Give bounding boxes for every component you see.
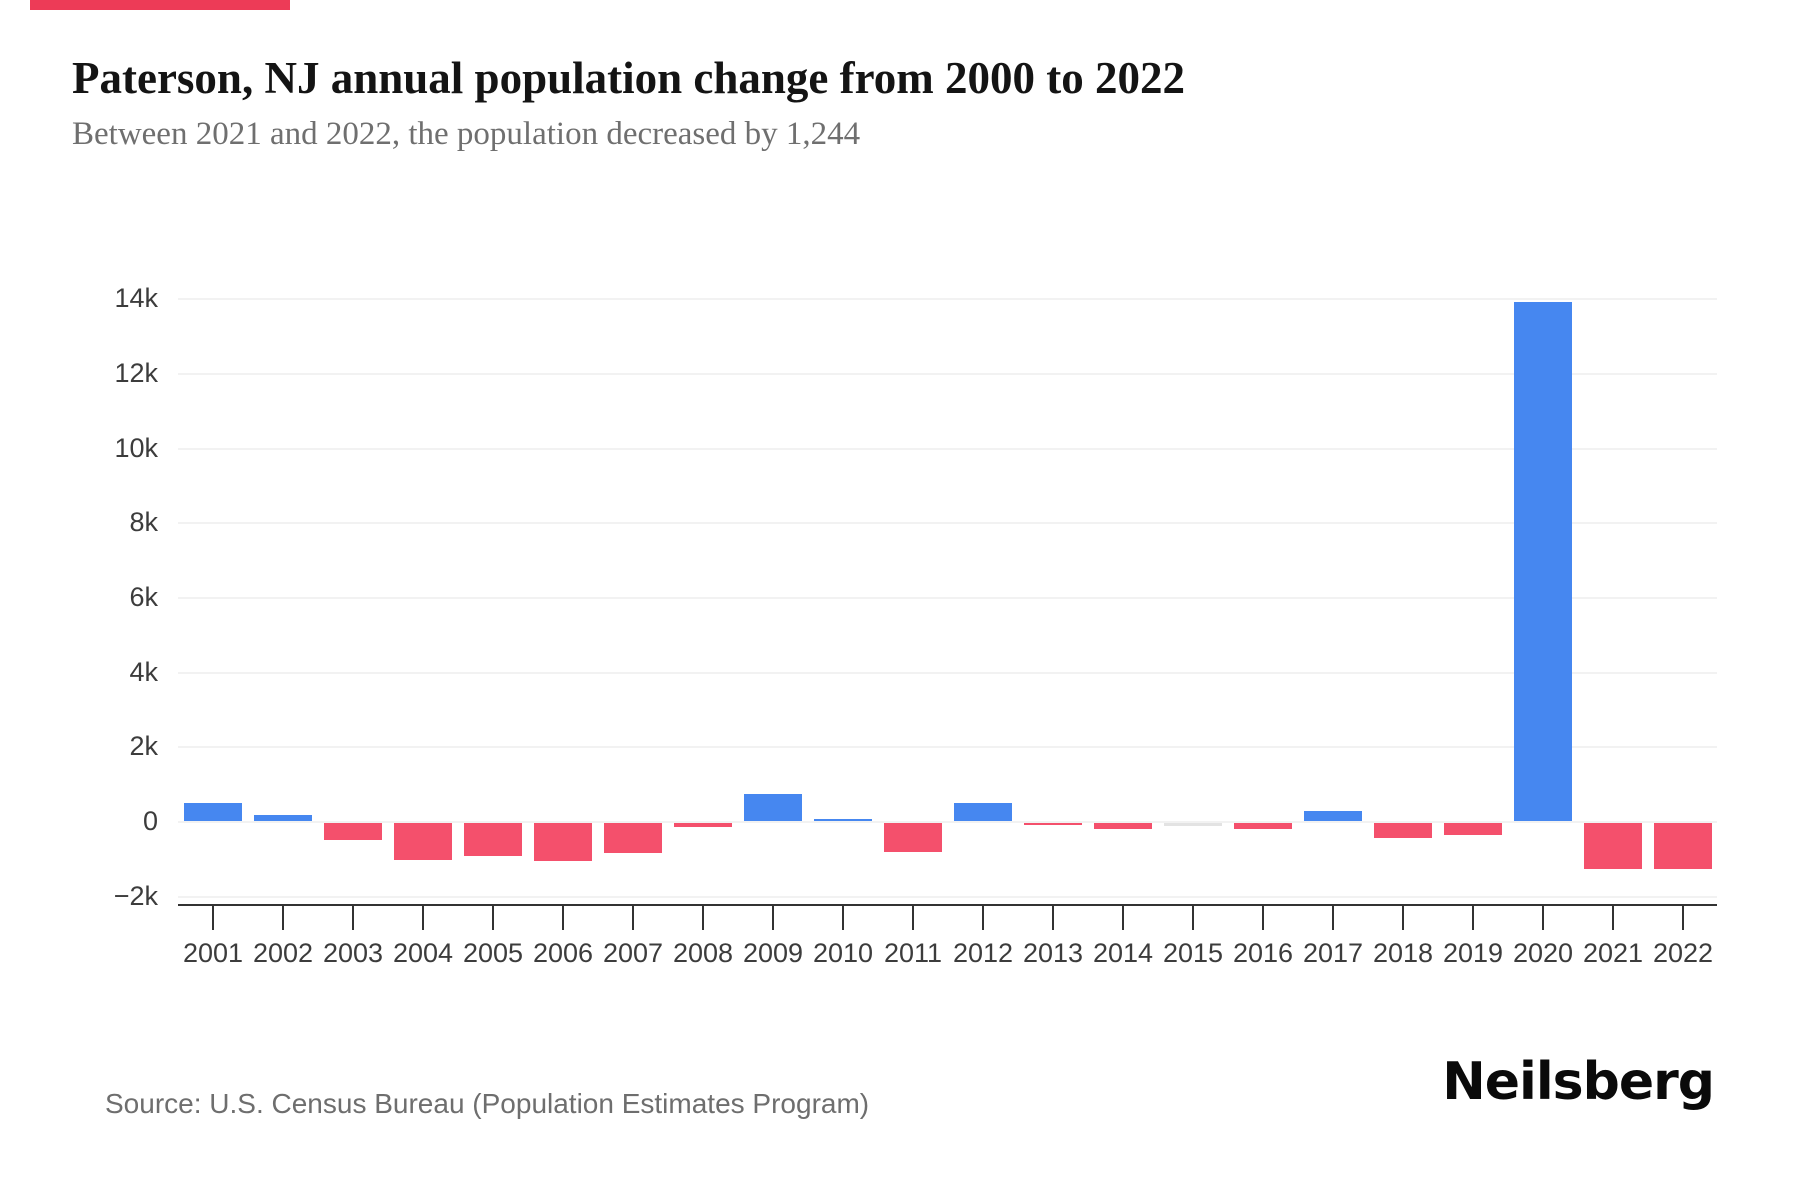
axis-tick	[1472, 904, 1474, 930]
brand-logo: Neilsberg	[1442, 1052, 1715, 1112]
gridline-12k	[178, 373, 1717, 375]
x-axis-label: 2002	[252, 938, 314, 968]
bar-2013[interactable]	[1024, 823, 1082, 825]
axis-tick	[632, 904, 634, 930]
bar-2003[interactable]	[324, 823, 382, 840]
gridline-6k	[178, 597, 1717, 599]
axis-tick	[1192, 904, 1194, 930]
x-axis-label: 2020	[1512, 938, 1574, 968]
bar-2022[interactable]	[1654, 823, 1712, 869]
axis-tick	[1542, 904, 1544, 930]
bar-2005[interactable]	[464, 823, 522, 856]
x-axis-label: 2010	[812, 938, 874, 968]
y-axis-label: −2k	[113, 881, 158, 911]
axis-tick	[702, 904, 704, 930]
x-axis-label: 2015	[1162, 938, 1224, 968]
x-axis-label: 2017	[1302, 938, 1364, 968]
x-axis-label: 2016	[1232, 938, 1294, 968]
axis-tick	[982, 904, 984, 930]
axis-tick	[1682, 904, 1684, 930]
y-axis-label: 14k	[114, 283, 158, 313]
x-axis-label: 2009	[742, 938, 804, 968]
bar-2010[interactable]	[814, 819, 872, 821]
axis-tick	[1052, 904, 1054, 930]
bar-2015[interactable]	[1164, 823, 1222, 826]
axis-tick	[1402, 904, 1404, 930]
bar-2002[interactable]	[254, 815, 312, 821]
bar-2006[interactable]	[534, 823, 592, 861]
x-axis-label: 2008	[672, 938, 734, 968]
x-axis-label: 2004	[392, 938, 454, 968]
chart-subtitle: Between 2021 and 2022, the population de…	[72, 116, 861, 152]
y-axis-label: 6k	[129, 582, 158, 612]
axis-tick	[1262, 904, 1264, 930]
y-axis-label: 0	[142, 806, 158, 836]
axis-tick	[1612, 904, 1614, 930]
gridline-4k	[178, 672, 1717, 674]
axis-tick	[772, 904, 774, 930]
y-axis-label: 12k	[114, 358, 158, 388]
source-note: Source: U.S. Census Bureau (Population E…	[105, 1088, 870, 1119]
y-axis-label: 4k	[129, 657, 158, 687]
bar-2001[interactable]	[184, 803, 242, 821]
x-axis-label: 2003	[322, 938, 384, 968]
axis-tick	[562, 904, 564, 930]
x-axis-label: 2022	[1652, 938, 1714, 968]
x-axis-label: 2011	[883, 938, 943, 968]
axis-tick	[1122, 904, 1124, 930]
axis-tick	[212, 904, 214, 930]
brand-accent-bar	[30, 0, 290, 10]
bar-2012[interactable]	[954, 803, 1012, 821]
gridline-14k	[178, 298, 1717, 300]
gridline-8k	[178, 522, 1717, 524]
bar-2017[interactable]	[1304, 811, 1362, 821]
y-axis-label: 2k	[129, 731, 158, 761]
x-axis-label: 2014	[1092, 938, 1154, 968]
chart-title: Paterson, NJ annual population change fr…	[72, 53, 1186, 103]
gridline-−2k	[178, 896, 1717, 898]
bar-2016[interactable]	[1234, 823, 1292, 829]
gridline-0	[178, 821, 1717, 823]
axis-tick	[282, 904, 284, 930]
x-axis-line	[178, 904, 1717, 906]
x-axis-label: 2013	[1022, 938, 1084, 968]
gridline-2k	[178, 746, 1717, 748]
gridline-10k	[178, 448, 1717, 450]
axis-tick	[352, 904, 354, 930]
axis-tick	[912, 904, 914, 930]
bar-2019[interactable]	[1444, 823, 1502, 835]
bar-2014[interactable]	[1094, 823, 1152, 829]
x-axis-label: 2007	[602, 938, 664, 968]
x-axis-label: 2006	[532, 938, 594, 968]
bar-2021[interactable]	[1584, 823, 1642, 869]
axis-tick	[422, 904, 424, 930]
bar-2011[interactable]	[884, 823, 942, 852]
x-axis-label: 2005	[462, 938, 524, 968]
bar-2018[interactable]	[1374, 823, 1432, 838]
bar-2004[interactable]	[394, 823, 452, 860]
x-axis-label: 2019	[1442, 938, 1504, 968]
bar-2008[interactable]	[674, 823, 732, 827]
bar-2007[interactable]	[604, 823, 662, 853]
x-axis-label: 2012	[952, 938, 1014, 968]
bar-2020[interactable]	[1514, 302, 1572, 821]
axis-tick	[1332, 904, 1334, 930]
bar-2009[interactable]	[744, 794, 802, 821]
axis-tick	[492, 904, 494, 930]
x-axis-label: 2001	[182, 938, 244, 968]
y-axis-label: 8k	[129, 507, 158, 537]
y-axis-label: 10k	[114, 433, 158, 463]
x-axis-label: 2018	[1372, 938, 1434, 968]
axis-tick	[842, 904, 844, 930]
x-axis-label: 2021	[1582, 938, 1644, 968]
